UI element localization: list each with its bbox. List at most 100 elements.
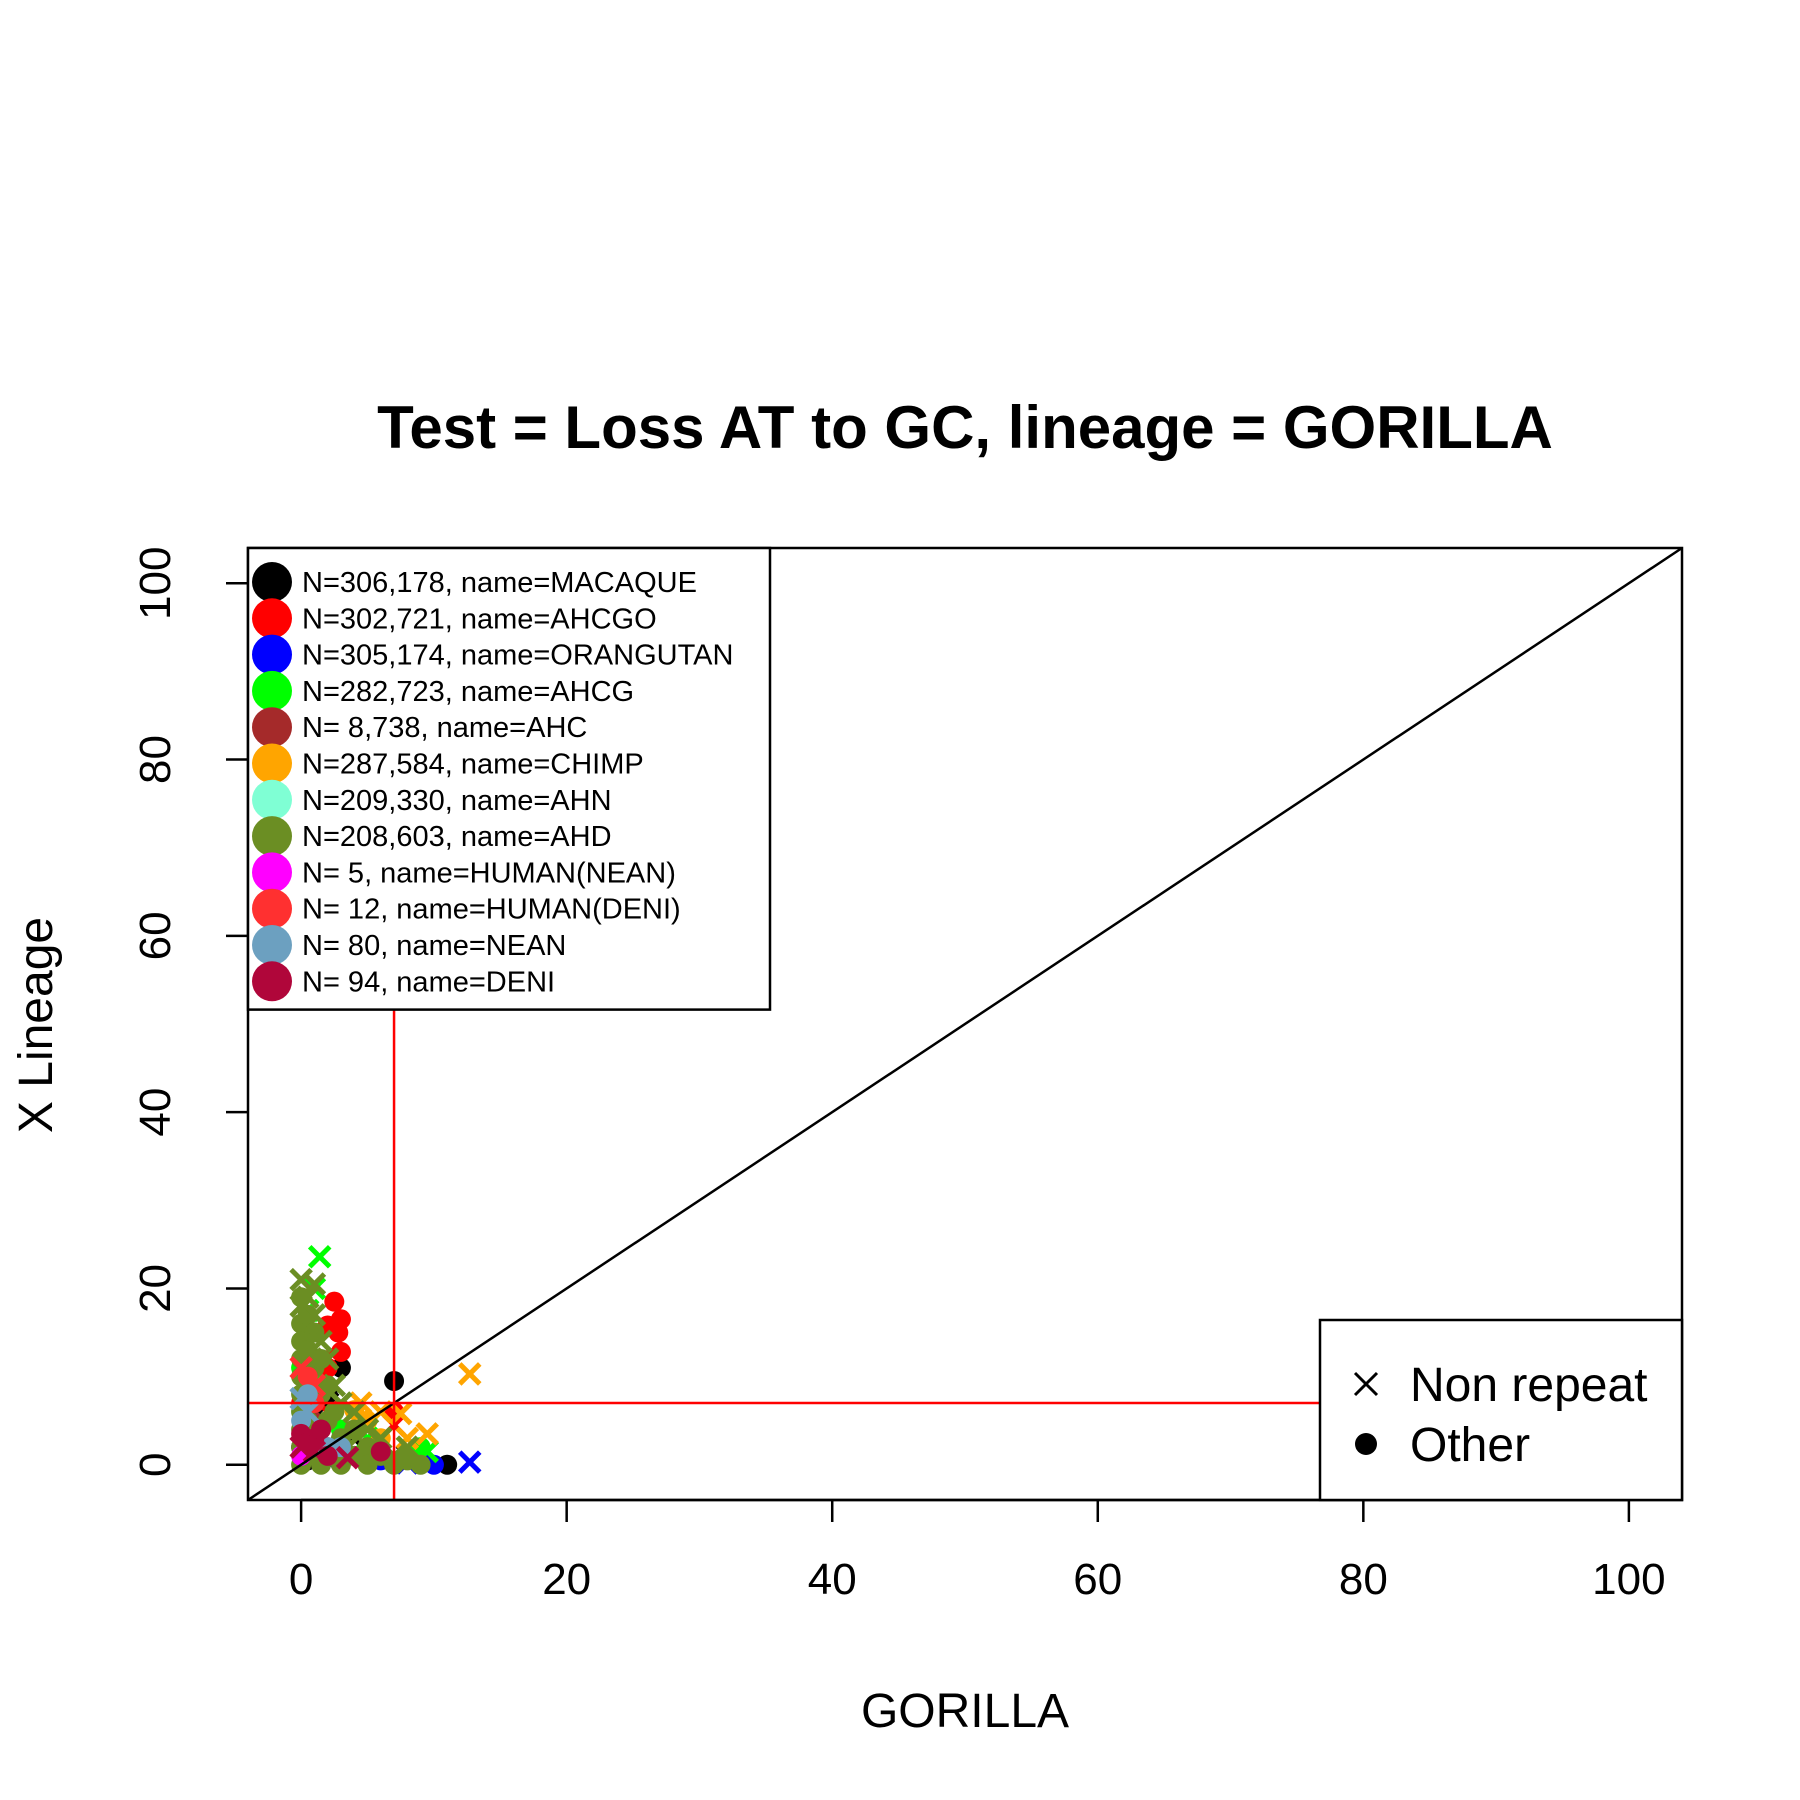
legend-marker [252,779,292,820]
y-tick-label: 0 [131,1452,180,1476]
y-tick-label: 80 [131,735,180,784]
data-point-nonrepeat [289,1386,313,1411]
cross-stroke [302,1439,327,1464]
legend-marker [252,961,292,1002]
cross-stroke [335,1445,360,1470]
data-point-nonrepeat [309,1329,333,1354]
x-tick-label: 100 [1592,1555,1665,1604]
cross-stroke [289,1294,313,1318]
data-point-nonrepeat [289,1356,313,1380]
cross-stroke [322,1373,347,1398]
chart-title: Test = Loss AT to GC, lineage = GORILLA [377,394,1553,461]
data-point-nonrepeat [415,1422,440,1446]
x-tick-label: 80 [1339,1555,1388,1604]
plot-layer [247,546,1683,1502]
cross-stroke [457,1450,482,1474]
legend-entry-label: N= 5, name=HUMAN(NEAN) [302,857,676,889]
data-point-nonrepeat [295,1400,320,1424]
cross-stroke [307,1244,332,1269]
data-point-nonrepeat [335,1445,360,1470]
legend-entry-label: N= 12, name=HUMAN(DENI) [302,894,681,926]
legend-marker [252,634,292,675]
shape-legend-label: Non repeat [1410,1359,1648,1412]
data-point-nonrepeat [315,1347,340,1371]
cross-stroke [302,1303,327,1327]
legend-entry-label: N= 94, name=DENI [302,966,555,998]
legend-entry-label: N=209,330, name=AHN [302,785,612,817]
legend-marker [252,888,292,929]
legend-entry-label: N=208,603, name=AHD [302,821,612,853]
dot-icon [1355,1433,1377,1455]
y-tick-label: 60 [131,911,180,960]
data-point-nonrepeat [395,1426,420,1451]
series-legend: N=306,178, name=MACAQUE N=302,721, name=A… [246,546,772,1011]
cross-stroke [309,1329,333,1354]
shape-legend: Non repeat Other [1318,1318,1684,1502]
shape-legend-box [1318,1318,1684,1502]
x-tick-label: 60 [1073,1555,1122,1604]
data-point-other [311,1419,332,1440]
axis-layer: 0 20 40 60 80 100 0 20 40 60 80 100 [131,547,1684,1604]
legend-entry-label: N= 8,738, name=AHC [302,712,587,744]
cross-stroke [457,1362,482,1386]
cross-stroke [342,1400,366,1424]
x-tick-label: 40 [808,1555,857,1604]
legend-marker [252,670,292,711]
data-point-nonrepeat [342,1400,366,1424]
data-point-nonrepeat [395,1435,420,1459]
cross-stroke [1353,1371,1379,1397]
legend-marker [252,562,292,602]
cross-stroke [315,1347,340,1371]
cross-icon [1353,1371,1379,1397]
legend-entry-label: N=302,721, name=AHCGO [302,603,657,635]
diagonal-reference-line [247,546,1683,1502]
legend-entry-label: N=305,174, name=ORANGUTAN [302,640,733,672]
data-point-nonrepeat [457,1362,482,1386]
data-point-nonrepeat [302,1439,327,1464]
cross-stroke [355,1417,380,1442]
cross-stroke [302,1272,327,1296]
shape-legend-label: Other [1410,1419,1530,1472]
x-tick-label: 0 [289,1555,313,1604]
legend-marker [252,707,292,748]
legend-marker [252,852,292,893]
y-tick-label: 20 [131,1264,180,1313]
data-point-other [324,1291,345,1312]
cross-stroke [289,1435,313,1459]
legend-marker [252,598,292,639]
data-point-other [370,1441,391,1462]
cross-stroke [289,1267,313,1292]
data-point-other [410,1454,431,1475]
legend-marker [252,743,292,784]
cross-stroke [395,1435,420,1459]
cross-stroke [289,1386,313,1411]
data-point-nonrepeat [302,1272,327,1296]
cross-stroke [295,1400,320,1424]
cross-stroke [395,1426,420,1451]
data-point-nonrepeat [457,1450,482,1474]
legend-entry-label: N=306,178, name=MACAQUE [302,567,697,599]
data-point-nonrepeat [322,1373,347,1398]
data-point-nonrepeat [289,1435,313,1459]
cross-stroke [289,1356,313,1380]
legend-marker [252,816,292,857]
data-point-nonrepeat [307,1244,332,1269]
data-point-nonrepeat [289,1267,313,1292]
cross-stroke [415,1422,440,1446]
data-point-nonrepeat [302,1303,327,1327]
y-tick-label: 40 [131,1088,180,1137]
data-point-other [330,1341,351,1362]
x-axis-label: GORILLA [861,1685,1069,1738]
data-point-nonrepeat [289,1294,313,1318]
legend-entry-label: N=287,584, name=CHIMP [302,749,644,781]
legend-marker [252,925,292,965]
x-tick-label: 20 [542,1555,591,1604]
data-point-nonrepeat [355,1417,380,1442]
series-legend-box [246,546,772,1011]
legend-entry-label: N= 80, name=NEAN [302,930,566,962]
y-axis-label: X Lineage [10,917,63,1133]
y-tick-label: 100 [131,547,180,620]
legend-entry-label: N=282,723, name=AHCG [302,676,634,708]
